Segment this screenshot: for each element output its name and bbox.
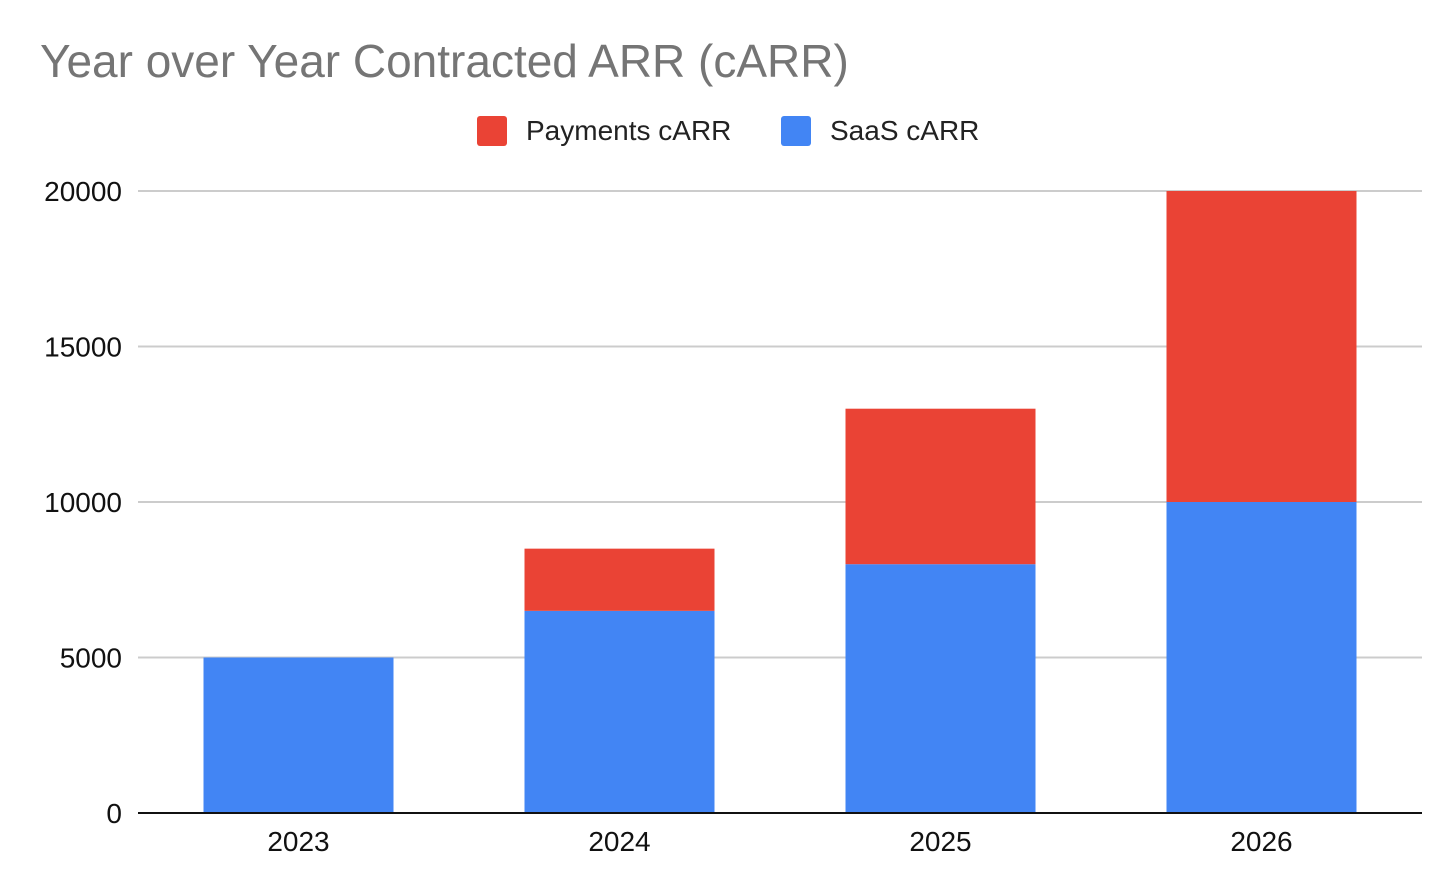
y-tick-label: 5000 xyxy=(60,643,122,674)
bar-2024-saas xyxy=(524,610,715,813)
bar-2025-saas xyxy=(845,564,1036,813)
bars xyxy=(203,191,1357,813)
y-tick-label: 10000 xyxy=(44,487,122,518)
bar-2026-saas xyxy=(1166,502,1357,813)
x-axis-ticks: 2023 2024 2025 2026 xyxy=(267,826,1292,857)
x-tick-label: 2026 xyxy=(1230,826,1292,857)
legend-label-payments: Payments cARR xyxy=(526,115,731,146)
bar-2024-payments xyxy=(524,548,715,611)
legend-swatch-saas xyxy=(781,116,811,146)
bar-2025-payments xyxy=(845,408,1036,565)
legend-swatch-payments xyxy=(477,116,507,146)
x-tick-label: 2025 xyxy=(909,826,971,857)
legend: Payments cARR SaaS cARR xyxy=(477,115,979,146)
y-tick-label: 15000 xyxy=(44,332,122,363)
bar-2023-saas xyxy=(203,657,394,813)
y-axis-ticks: 0 5000 10000 15000 20000 xyxy=(44,176,122,829)
x-tick-label: 2024 xyxy=(588,826,650,857)
x-tick-label: 2023 xyxy=(267,826,329,857)
chart-title: Year over Year Contracted ARR (cARR) xyxy=(40,35,849,87)
y-tick-label: 20000 xyxy=(44,176,122,207)
legend-label-saas: SaaS cARR xyxy=(830,115,979,146)
y-tick-label: 0 xyxy=(106,798,122,829)
bar-2026-payments xyxy=(1166,191,1357,502)
